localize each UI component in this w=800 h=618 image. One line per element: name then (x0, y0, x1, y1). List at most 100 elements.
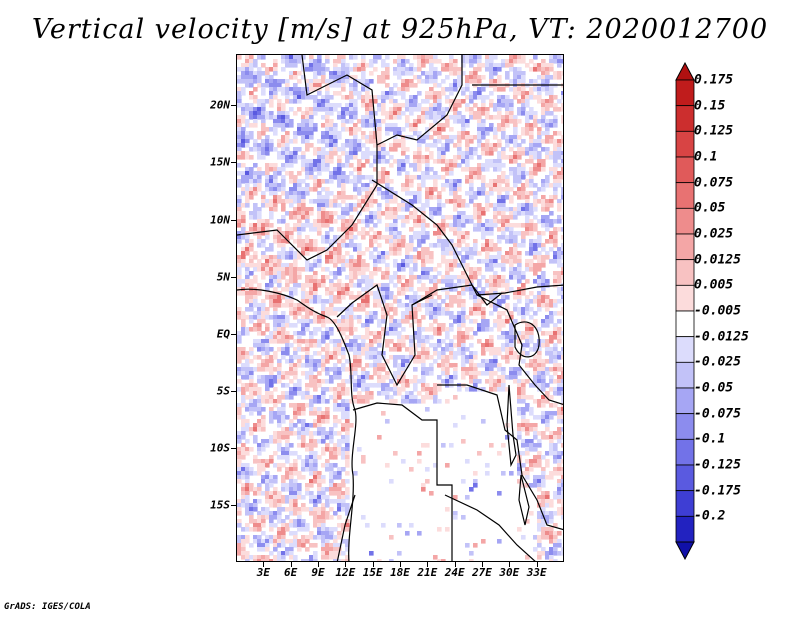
field-cell (473, 355, 478, 360)
field-cell (453, 103, 458, 108)
field-cell (257, 423, 262, 428)
field-cell (409, 111, 414, 116)
field-cell (253, 183, 258, 188)
field-cell (481, 371, 486, 376)
field-cell (513, 155, 518, 160)
field-cell (341, 259, 346, 264)
field-cell (525, 343, 530, 348)
field-cell (265, 439, 270, 444)
field-cell (325, 311, 330, 316)
field-cell (401, 259, 406, 264)
field-cell (477, 307, 482, 312)
field-cell (341, 115, 346, 120)
field-cell (493, 259, 498, 264)
field-cell (317, 203, 322, 208)
field-cell (333, 355, 338, 360)
field-cell (489, 223, 494, 228)
field-cell (369, 199, 374, 204)
field-cell (533, 155, 538, 160)
field-cell (289, 255, 294, 260)
field-cell (345, 379, 350, 384)
field-cell (313, 159, 318, 164)
field-cell (261, 407, 266, 412)
field-cell (477, 79, 482, 84)
field-cell (257, 79, 262, 84)
field-cell (425, 407, 430, 412)
field-cell (297, 123, 302, 128)
field-cell (325, 235, 330, 240)
field-cell (553, 179, 558, 184)
field-cell (413, 267, 418, 272)
field-cell (373, 383, 378, 388)
field-cell (261, 243, 266, 248)
field-cell (561, 427, 563, 432)
field-cell (293, 179, 298, 184)
field-cell (289, 391, 294, 396)
field-cell (537, 451, 542, 456)
field-cell (257, 451, 262, 456)
field-cell (305, 111, 310, 116)
field-cell (361, 263, 366, 268)
field-cell (413, 155, 418, 160)
field-cell (525, 363, 530, 368)
field-cell (313, 295, 318, 300)
field-cell (505, 143, 510, 148)
field-cell (377, 215, 382, 220)
field-cell (537, 255, 542, 260)
field-cell (529, 123, 534, 128)
field-cell (417, 327, 422, 332)
field-cell (509, 251, 514, 256)
field-cell (305, 259, 310, 264)
field-cell (381, 251, 386, 256)
field-cell (325, 127, 330, 132)
field-cell (333, 451, 338, 456)
field-cell (365, 303, 370, 308)
field-cell (433, 351, 438, 356)
field-cell (509, 99, 514, 104)
field-cell (317, 351, 322, 356)
field-cell (509, 139, 514, 144)
field-cell (465, 327, 470, 332)
field-cell (281, 119, 286, 124)
field-cell (469, 363, 474, 368)
field-cell (553, 387, 558, 392)
field-cell (313, 271, 318, 276)
field-cell (405, 307, 410, 312)
field-cell (533, 299, 538, 304)
field-cell (533, 311, 538, 316)
field-cell (345, 203, 350, 208)
field-cell (325, 59, 330, 64)
field-cell (473, 243, 478, 248)
field-cell (549, 379, 554, 384)
field-cell (333, 339, 338, 344)
field-cell (541, 283, 546, 288)
field-cell (545, 367, 550, 372)
field-cell (257, 283, 262, 288)
field-cell (249, 391, 254, 396)
field-cell (261, 55, 266, 60)
field-cell (329, 339, 334, 344)
field-cell (449, 239, 454, 244)
field-cell (441, 243, 446, 248)
field-cell (525, 131, 530, 136)
field-cell (345, 143, 350, 148)
field-cell (529, 203, 534, 208)
field-cell (365, 315, 370, 320)
field-cell (305, 323, 310, 328)
field-cell (393, 259, 398, 264)
field-cell (525, 419, 530, 424)
field-cell (481, 347, 486, 352)
field-cell (277, 447, 282, 452)
field-cell (453, 423, 458, 428)
field-cell (553, 231, 558, 236)
field-cell (317, 55, 322, 60)
field-cell (497, 303, 502, 308)
field-cell (313, 147, 318, 152)
field-cell (413, 219, 418, 224)
field-cell (449, 55, 454, 60)
field-cell (277, 227, 282, 232)
field-cell (485, 67, 490, 72)
field-cell (497, 127, 502, 132)
field-cell (349, 219, 354, 224)
field-cell (301, 127, 306, 132)
